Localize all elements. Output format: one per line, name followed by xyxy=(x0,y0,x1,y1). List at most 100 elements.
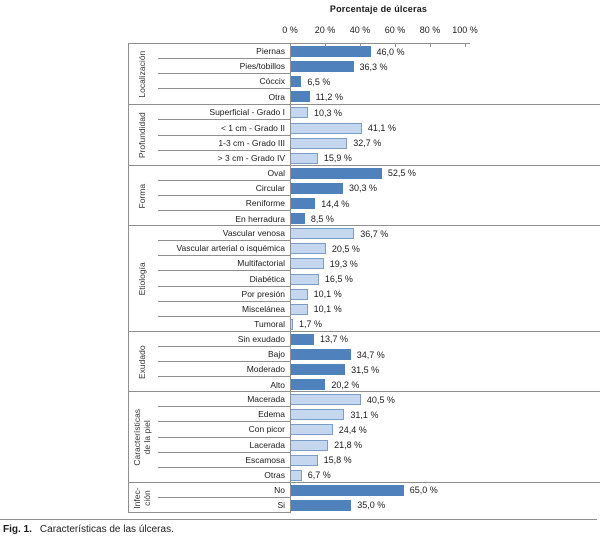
chart-row: Pies/tobillos 36,3 % xyxy=(158,59,600,75)
chart-row: Vascular arterial o isquémica 20,5 % xyxy=(158,241,600,257)
x-axis-tick-label: 80 % xyxy=(419,25,441,35)
caption-divider xyxy=(0,519,597,520)
chart-row: Moderado 31,5 % xyxy=(158,362,600,378)
chart-row: Sin exudado 13,7 % xyxy=(158,332,600,347)
bar-value-label: 10,1 % xyxy=(313,289,342,300)
bar-area: 40,5 % xyxy=(290,392,600,407)
chart-row: Diabética 16,5 % xyxy=(158,271,600,287)
chart-row: Oval 52,5 % xyxy=(158,166,600,181)
chart-row: Escamosa 15,8 % xyxy=(158,453,600,468)
bar xyxy=(290,469,302,481)
x-axis-tick-label: 60 % xyxy=(384,25,406,35)
chart-row: Cóccix 6,5 % xyxy=(158,74,600,90)
bar xyxy=(290,198,316,210)
chart-row: Lacerada 21,8 % xyxy=(158,438,600,453)
bar xyxy=(290,46,371,58)
chart-row: Miscelánea 10,1 % xyxy=(158,302,600,317)
figure-number: Fig. 1. xyxy=(3,524,32,535)
group-label: Forma xyxy=(137,183,148,209)
x-axis-tick-label: 0 % xyxy=(282,25,298,35)
bar-area: 65,0 % xyxy=(290,483,600,498)
chart-row: Tumoral 1,7 % xyxy=(158,317,600,332)
row-label: Lacerada xyxy=(158,438,290,453)
bar-value-label: 34,7 % xyxy=(356,349,385,360)
bar xyxy=(290,409,345,421)
figure-caption-text: Características de las úlceras. xyxy=(39,524,174,535)
row-label: Con picor xyxy=(158,422,290,438)
x-axis-tick-mark xyxy=(325,44,326,47)
bar-area: 15,9 % xyxy=(290,151,600,166)
bar xyxy=(290,454,318,466)
bar-value-label: 6,7 % xyxy=(307,470,331,481)
bar-value-label: 20,5 % xyxy=(331,243,360,254)
chart-row: Por presión 10,1 % xyxy=(158,287,600,302)
bar-value-label: 21,8 % xyxy=(334,440,363,451)
group-rows: No 65,0 % Si 35,0 % xyxy=(158,483,600,513)
bar-area: 36,7 % xyxy=(290,226,600,241)
x-axis-tick-mark xyxy=(430,44,431,47)
bar xyxy=(290,182,344,194)
bar-value-label: 8,5 % xyxy=(310,213,334,224)
bar-area: 35,0 % xyxy=(290,498,600,513)
bar xyxy=(290,273,319,285)
bar-area: 31,1 % xyxy=(290,407,600,422)
bar xyxy=(290,167,382,179)
row-label: Otras xyxy=(264,470,285,481)
bar-area: 11,2 % xyxy=(290,89,600,104)
row-label: Sin exudado xyxy=(158,332,290,347)
chart-row: Piernas 46,0 % xyxy=(158,44,600,60)
bar-area: 10,1 % xyxy=(290,287,600,302)
row-label: Moderado xyxy=(158,362,290,378)
bar xyxy=(290,228,355,240)
bar-area: 8,5 % xyxy=(290,211,600,226)
bar xyxy=(290,91,310,103)
chart-group-etiologia: Etiología Vascular venosa 36,7 % Vascular a… xyxy=(128,225,600,331)
bar-value-label: 10,3 % xyxy=(314,107,343,118)
bar-value-label: 31,5 % xyxy=(351,364,380,375)
bar xyxy=(290,61,354,73)
group-label: Profundidad xyxy=(137,112,148,159)
bar-area: 1,7 % xyxy=(290,317,600,332)
chart-row: Con picor 24,4 % xyxy=(158,422,600,438)
row-label: Si xyxy=(277,500,285,511)
group-label: Exudado xyxy=(137,345,148,379)
plot-bottom-border xyxy=(128,512,291,514)
bar-area: 20,2 % xyxy=(290,377,600,392)
bar-area: 6,7 % xyxy=(290,468,600,483)
bar-area: 30,3 % xyxy=(290,181,600,196)
bar-area: 34,7 % xyxy=(290,347,600,362)
row-label: Por presión xyxy=(158,287,290,302)
bar-area: 6,5 % xyxy=(290,74,600,89)
chart-row: Macerada 40,5 % xyxy=(158,392,600,408)
bar-value-label: 14,4 % xyxy=(321,198,350,209)
bar xyxy=(290,122,362,134)
group-rows: Piernas 46,0 % Pies/tobillos 36,3 % Cóccix 6,… xyxy=(158,44,600,104)
bar-value-label: 6,5 % xyxy=(307,76,331,87)
bar-value-label: 19,3 % xyxy=(329,258,358,269)
bar xyxy=(290,258,324,270)
bar xyxy=(290,379,326,391)
plot-area: Localización Piernas 46,0 % Pies/tobillos 36… xyxy=(128,44,600,514)
group-rows: Superficial - Grado I 10,3 % < 1 cm - Grad… xyxy=(158,105,600,165)
x-axis-tick-mark xyxy=(360,44,361,47)
bar xyxy=(290,424,333,436)
group-label: Características de la piel xyxy=(132,409,152,466)
row-label: Cóccix xyxy=(158,74,290,90)
bar-value-label: 15,8 % xyxy=(323,455,352,466)
chart-row: Otras 6,7 % xyxy=(158,468,600,483)
bar-value-label: 40,5 % xyxy=(366,394,395,405)
x-axis-rule xyxy=(128,43,470,44)
row-label: Vascular venosa xyxy=(158,226,290,242)
chart-row: No 65,0 % xyxy=(158,483,600,498)
chart-row: < 1 cm - Grado II 41,1 % xyxy=(158,120,600,136)
bar-value-label: 46,0 % xyxy=(376,46,405,57)
bar-area: 20,5 % xyxy=(290,241,600,256)
chart-group-forma: Forma Oval 52,5 % Circular 30,3 % Reniforme 14… xyxy=(128,164,600,226)
chart-row: Edema 31,1 % xyxy=(158,407,600,423)
row-label: No xyxy=(158,483,290,498)
row-label: Escamosa xyxy=(158,453,290,468)
chart-row: Multifactorial 19,3 % xyxy=(158,256,600,272)
chart-row: Reniforme 14,4 % xyxy=(158,196,600,212)
chart-row: Otra 11,2 % xyxy=(158,89,600,104)
